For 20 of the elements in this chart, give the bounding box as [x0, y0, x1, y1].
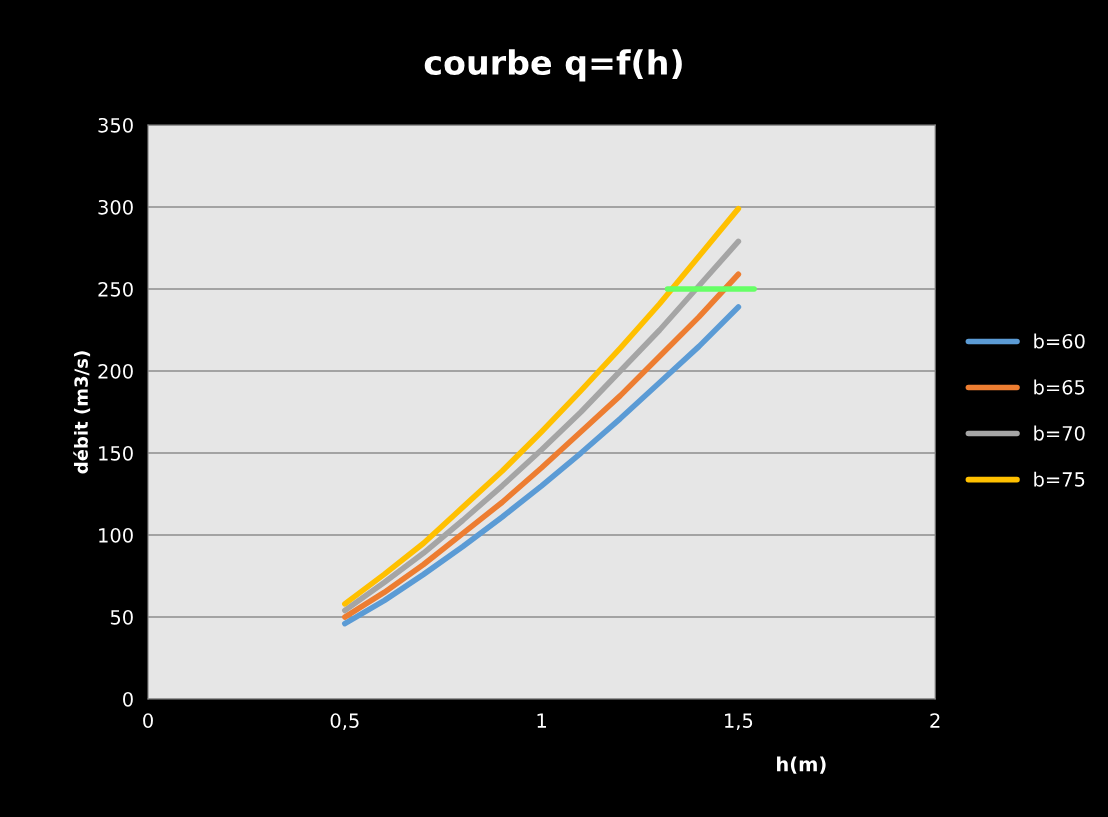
y-tick-label: 150 — [99, 445, 133, 461]
legend-label: b=75 — [1034, 471, 1085, 487]
y-tick-label: 250 — [98, 281, 133, 297]
x-axis-title: h(m) — [777, 756, 826, 774]
chart-title: courbe q=f(h) — [424, 49, 682, 82]
y-tick-label: 350 — [98, 117, 133, 133]
legend-label: b=60 — [1034, 333, 1085, 349]
legend-label: b=70 — [1034, 425, 1085, 441]
x-tick-label: 0,5 — [330, 713, 359, 730]
y-tick-label: 200 — [98, 363, 133, 379]
y-tick-label: 0 — [123, 691, 133, 707]
y-tick-label: 300 — [98, 199, 133, 215]
legend-label: b=65 — [1034, 379, 1085, 395]
x-tick-label: 1 — [537, 713, 546, 728]
y-tick-label: 100 — [99, 527, 133, 543]
x-tick-label: 2 — [930, 713, 940, 728]
y-tick-label: 50 — [110, 609, 133, 625]
y-axis-title: débit (m3/s) — [73, 351, 91, 474]
x-tick-label: 0 — [143, 713, 153, 728]
x-tick-label: 1,5 — [725, 713, 753, 730]
